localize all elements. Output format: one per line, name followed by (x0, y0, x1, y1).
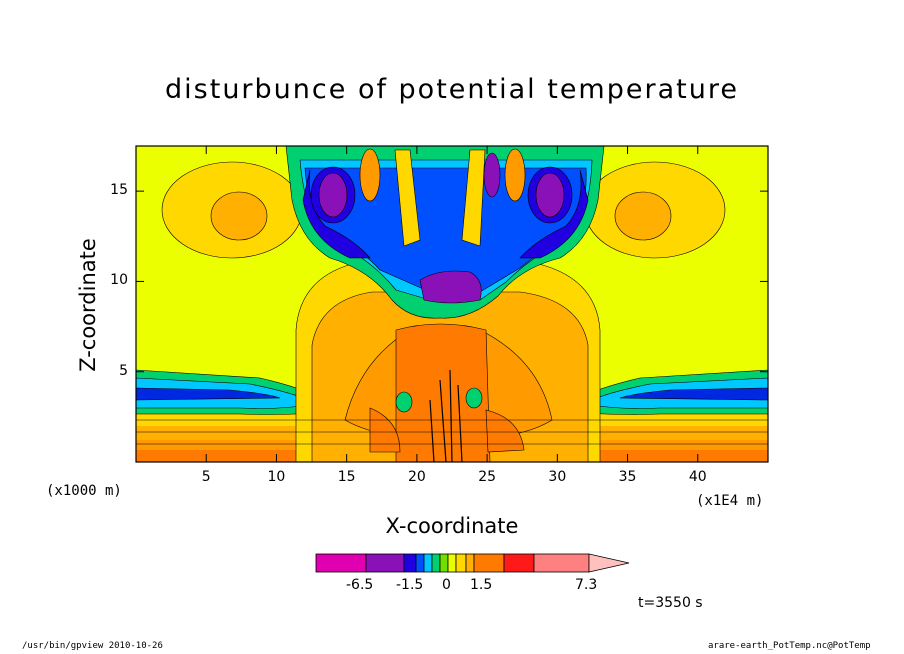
footer-left: /usr/bin/gpview 2010-10-26 (22, 641, 163, 651)
y-axis-label: Z-coordinate (76, 238, 100, 372)
colorbar-extension (588, 553, 630, 573)
chart-title: disturbunce of potential temperature (165, 74, 739, 105)
x-tick-label: 10 (267, 469, 286, 485)
colorbar-segment (403, 553, 417, 573)
x-tick-label: 35 (618, 469, 637, 485)
x-tick-label: 40 (688, 469, 707, 485)
y-tick-label: 10 (110, 272, 128, 289)
colorbar-segment (439, 553, 449, 573)
colorbar-label: 0 (442, 577, 451, 593)
footer-right: arare-earth_PotTemp.nc@PotTemp (708, 641, 871, 651)
colorbar-segment (455, 553, 467, 573)
contour-field (136, 146, 768, 462)
colorbar-label: 1.5 (470, 577, 493, 593)
x-axis-label-text: X-coordinate (385, 514, 519, 538)
colorbar-segment (533, 553, 590, 573)
colorbar-segment (415, 553, 425, 573)
x-tick-label: 20 (407, 469, 426, 485)
x-scale-note: (x1E4 m) (696, 493, 764, 509)
x-axis-label: X-coordinate (0, 514, 904, 538)
colorbar-segment (315, 553, 367, 573)
colorbar-segment (503, 553, 535, 573)
colorbar-label: -1.5 (396, 577, 424, 593)
colorbar (315, 553, 630, 573)
y-tick-label: 15 (110, 182, 128, 199)
colorbar-segment (447, 553, 457, 573)
axis-ticks (136, 146, 768, 462)
colorbar-segment (423, 553, 433, 573)
x-tick-label: 25 (478, 469, 497, 485)
y-tick-label: 5 (119, 362, 128, 379)
x-tick-label: 15 (337, 469, 356, 485)
time-annotation: t=3550 s (638, 595, 703, 611)
x-unit-note: (x1000 m) (46, 483, 122, 499)
plot-frame (135, 145, 769, 463)
colorbar-label: -6.5 (346, 577, 374, 593)
x-tick-label: 30 (548, 469, 567, 485)
colorbar-segment (473, 553, 505, 573)
colorbar-segment (431, 553, 441, 573)
colorbar-segment (365, 553, 405, 573)
x-tick-label: 5 (201, 469, 211, 485)
colorbar-segment (465, 553, 475, 573)
colorbar-label: 7.3 (575, 577, 598, 593)
